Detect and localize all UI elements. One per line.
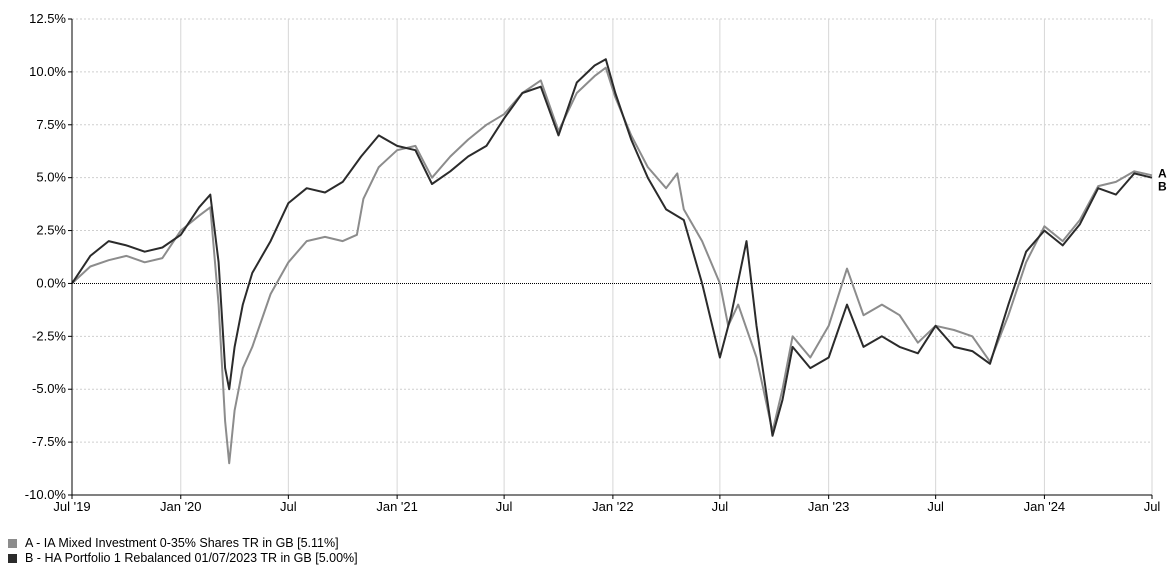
series-line-b <box>71 58 1153 437</box>
x-tick-label: Jan '20 <box>160 499 202 514</box>
y-tick-label: 7.5% <box>36 117 66 132</box>
axes <box>68 18 1153 499</box>
y-tick-labels: 12.5% 10.0% 7.5% 5.0% 2.5% 0.0% -2.5% -5.0% -7.5… <box>25 11 67 502</box>
y-tick-label: 0.0% <box>36 275 66 290</box>
end-label-b: B <box>1158 179 1167 193</box>
y-tick-label: -10.0% <box>25 487 67 502</box>
series-lines <box>71 58 1153 465</box>
y-tick-label: 2.5% <box>36 223 66 238</box>
x-tick-label: Jul <box>280 499 297 514</box>
legend-item-b: B - HA Portfolio 1 Rebalanced 01/07/2023… <box>8 551 358 565</box>
series-line-a <box>71 66 1153 465</box>
x-tick-label: Jan '22 <box>592 499 634 514</box>
legend-label-a: A - IA Mixed Investment 0-35% Shares TR … <box>25 536 339 550</box>
y-tick-label: -5.0% <box>32 381 66 396</box>
y-tick-label: -2.5% <box>32 328 66 343</box>
x-tick-label: Jan '24 <box>1024 499 1066 514</box>
y-tick-label: 12.5% <box>29 11 66 26</box>
x-tick-label: Jul '19 <box>53 499 90 514</box>
x-tick-label: Jul <box>496 499 513 514</box>
legend-item-a: A - IA Mixed Investment 0-35% Shares TR … <box>8 536 339 550</box>
y-tick-label: 5.0% <box>36 170 66 185</box>
line-chart: 12.5% 10.0% 7.5% 5.0% 2.5% 0.0% -2.5% -5.0% -7.5… <box>25 11 1167 514</box>
x-tick-labels: Jul '19 Jan '20 Jul Jan '21 Jul Jan '22 Jul Jan… <box>53 499 1160 514</box>
legend-swatch-b <box>8 553 17 563</box>
x-tick-label: Jul <box>927 499 944 514</box>
x-tick-label: Jul <box>712 499 729 514</box>
x-tick-label: Jul <box>1144 499 1161 514</box>
x-tick-label: Jan '21 <box>376 499 418 514</box>
y-tick-label: -7.5% <box>32 434 66 449</box>
grid-lines <box>72 18 1153 495</box>
legend-label-b: B - HA Portfolio 1 Rebalanced 01/07/2023… <box>25 551 358 565</box>
y-tick-label: 10.0% <box>29 64 66 79</box>
series-end-labels: AB <box>1158 166 1167 193</box>
legend-swatch-a <box>8 538 17 548</box>
end-label-a: A <box>1158 166 1167 180</box>
x-tick-label: Jan '23 <box>808 499 850 514</box>
